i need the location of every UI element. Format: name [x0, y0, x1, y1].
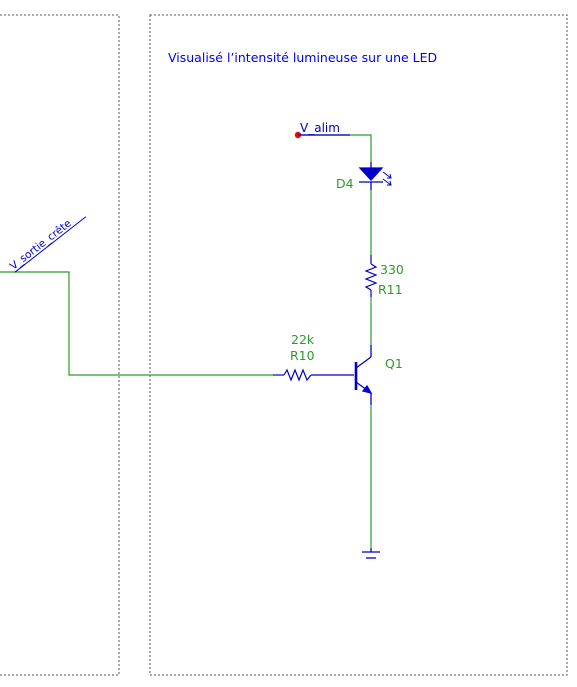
diagram-title: Visualisé l’intensité lumineuse sur une … — [168, 50, 437, 65]
ground-icon — [362, 548, 380, 559]
r11-zigzag-icon — [364, 263, 378, 291]
r10-ref-label: R10 — [290, 348, 315, 363]
led-ref-label: D4 — [336, 176, 354, 191]
frame-borders — [0, 14, 568, 676]
led-triangle-icon — [358, 167, 384, 181]
r10-zigzag-icon — [283, 368, 312, 382]
resistor-r10 — [273, 368, 354, 382]
q1-ref-label: Q1 — [385, 356, 403, 371]
valim-net: V_alim — [294, 121, 350, 139]
wires — [0, 134, 372, 548]
valim-net-label: V_alim — [300, 121, 340, 135]
q1-collector-lead — [355, 356, 372, 369]
vsortie-net-label: V_sortie_crête — [8, 217, 74, 272]
left-frame-border — [0, 14, 120, 676]
led-d4 — [358, 162, 392, 190]
r11-ref-label: R11 — [378, 282, 403, 297]
vsortie-label-underline — [14, 216, 87, 273]
r10-value-label: 22k — [291, 332, 315, 347]
q1-emitter-arrow-icon — [361, 384, 373, 395]
resistor-r11 — [364, 255, 378, 297]
r11-value-label: 330 — [380, 262, 404, 277]
transistor-q1 — [354, 345, 373, 405]
led-emission-arrows-icon — [382, 171, 392, 186]
right-frame-border — [149, 14, 568, 676]
wire-valim-to-led — [298, 134, 372, 162]
vsortie-net: V_sortie_crête — [8, 216, 87, 273]
wire-vsortie-to-base — [0, 271, 273, 376]
